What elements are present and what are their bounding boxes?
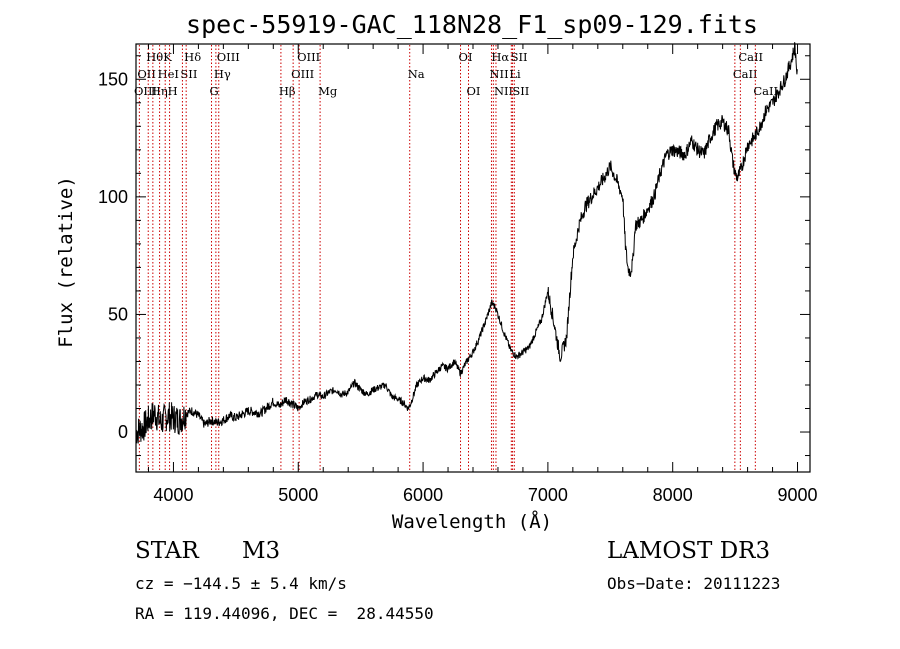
spectral-line-label: OII: [137, 67, 156, 81]
spectral-line-label: OI: [459, 50, 473, 64]
spectral-line-label: Hα: [491, 50, 509, 64]
spectrum-layer: [135, 42, 798, 444]
x-tick-label: 8000: [653, 485, 693, 505]
spectral-line-label: OIII: [291, 67, 314, 81]
spectral-line-label: Mg: [318, 84, 338, 98]
spectral-line-label: HeI: [158, 67, 179, 81]
spectral-line-label: OIII: [297, 50, 320, 64]
spectral-line-label: Na: [408, 67, 425, 81]
y-axis-label: Flux (relative): [55, 176, 77, 348]
spectral-line-label: Li: [509, 67, 521, 81]
x-tick-label: 5000: [278, 485, 318, 505]
y-tick-label: 50: [108, 304, 128, 324]
spectral-line-label: OI: [467, 84, 481, 98]
spectral-line-label: G: [210, 84, 219, 98]
spectral-line-label: SII: [511, 50, 528, 64]
spectral-line-label: CaII: [753, 84, 778, 98]
spectral-line-label: CaII: [738, 50, 763, 64]
spectral-line-label: OIII: [134, 84, 157, 98]
spectral-line-label: OIII: [217, 50, 240, 64]
x-tick-label: 4000: [153, 485, 193, 505]
spectral-line-label: H: [168, 84, 178, 98]
y-tick-label: 150: [98, 69, 128, 89]
survey-name: LAMOST DR3: [607, 538, 771, 564]
x-tick-label: 9000: [777, 485, 817, 505]
spectral-line-label: SII: [512, 84, 529, 98]
object-class: STAR: [135, 538, 199, 564]
y-tick-label: 0: [118, 422, 128, 442]
redshift-readout: cz = −144.5 ± 5.4 km/s: [135, 574, 347, 593]
spectral-line-label: NII: [494, 84, 513, 98]
spectral-line-label: K: [163, 50, 172, 64]
x-axis-label: Wavelength (Å): [392, 510, 552, 533]
spectral-line-label: Hγ: [214, 67, 231, 81]
spectrum-series: [135, 42, 798, 444]
x-tick-label: 7000: [528, 485, 568, 505]
coordinates: RA = 119.44096, DEC = 28.44550: [135, 604, 434, 623]
spectral-line-label: NII: [489, 67, 508, 81]
axis-ticks: 4000 5000 6000 7000 8000 9000 0 50 100 150: [98, 44, 818, 505]
plot-frame: [135, 43, 811, 473]
obs-date: Obs−Date: 20111223: [607, 574, 781, 593]
spectral-line-label: Hδ: [184, 50, 201, 64]
subclass: M3: [242, 538, 281, 564]
spectral-line-label: Hθ: [146, 50, 163, 64]
spectral-line-label: SII: [180, 67, 197, 81]
spectral-line-label: Hβ: [279, 84, 296, 98]
y-tick-label: 100: [98, 187, 128, 207]
spectral-line-label: CaII: [733, 67, 758, 81]
chart-title: spec-55919-GAC_118N28_F1_sp09-129.fits: [186, 10, 758, 39]
x-tick-label: 6000: [403, 485, 443, 505]
